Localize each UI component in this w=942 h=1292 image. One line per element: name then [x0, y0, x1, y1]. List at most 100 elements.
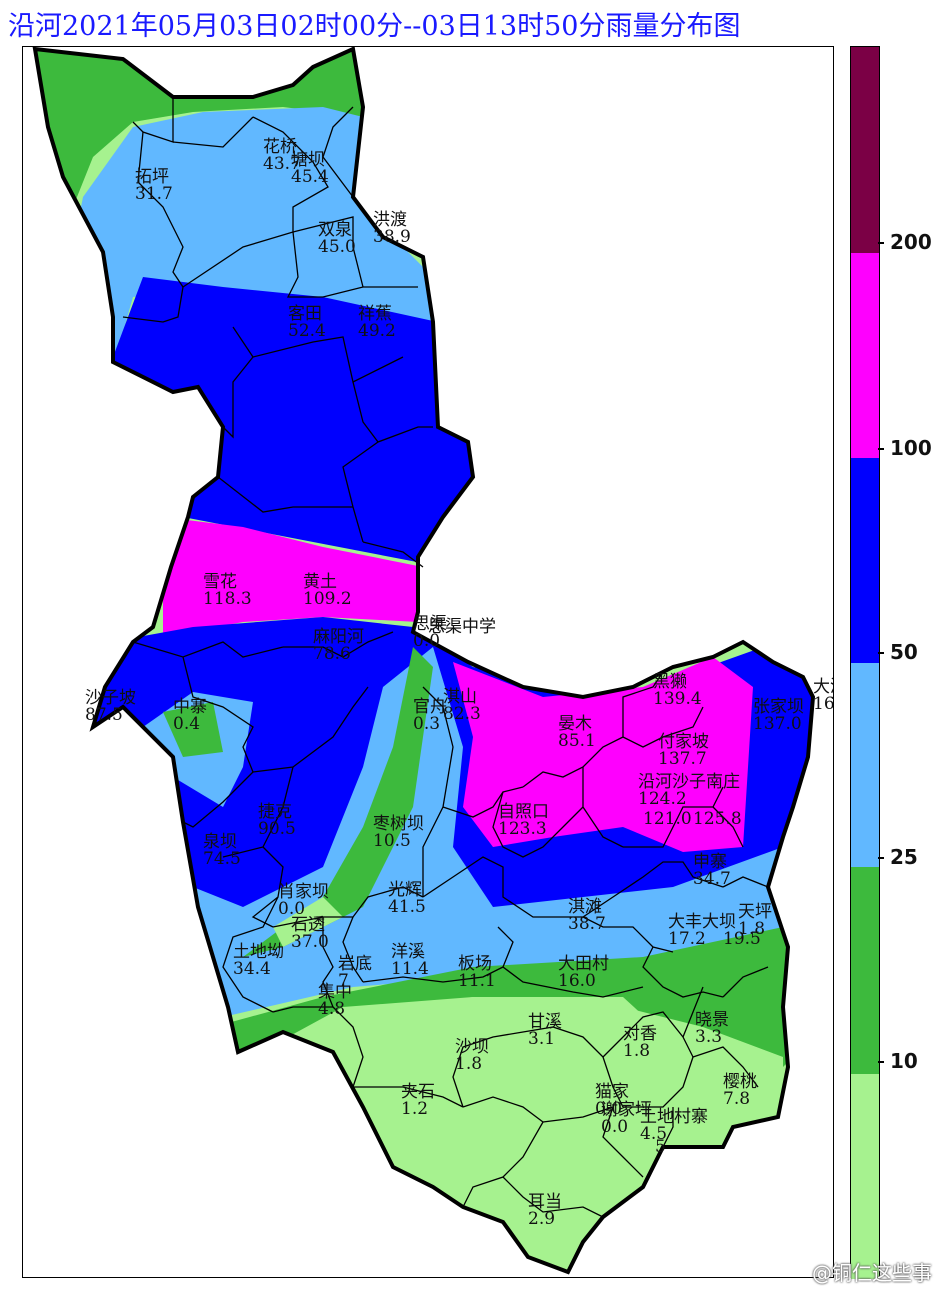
station-name: 思渠 [413, 614, 447, 634]
station-name: 拓坪 [135, 167, 169, 187]
station-name: 黑獭 [653, 672, 687, 692]
legend-tick [878, 857, 884, 859]
station-value: 1.8 [623, 1041, 650, 1061]
station-name: 晓景 [695, 1010, 729, 1030]
station-name: 甘溪 [528, 1012, 562, 1032]
station-label: 樱桃7.8 [723, 1072, 757, 1109]
station-value: 0.0 [601, 1117, 628, 1137]
station-value: 43.7 [263, 154, 301, 174]
station-label: 耳当2.9 [528, 1192, 562, 1229]
station-value: 0.3 [413, 714, 440, 734]
legend-label: 25 [890, 845, 918, 869]
station-value: 45.4 [291, 167, 329, 187]
station-name: 淇山 [443, 687, 477, 707]
station-label: 中寨0.4 [173, 697, 207, 734]
station-value: 49.2 [358, 321, 396, 341]
station-name: 客田 [288, 304, 322, 324]
rain-zone-green-band [213, 927, 803, 1107]
station-value: 137.0 [753, 714, 802, 734]
station-value: 124.2 [638, 789, 687, 809]
station-name: 沙坝 [455, 1037, 489, 1057]
station-value: 3.3 [695, 1027, 722, 1047]
station-value: 137.7 [658, 749, 707, 769]
station-value: 4.5 [640, 1124, 667, 1144]
station-name: 洪渡 [373, 210, 407, 230]
station-value: 3.1 [528, 1029, 555, 1049]
station-value: 0.4 [173, 714, 200, 734]
station-value: 2.9 [528, 1209, 555, 1229]
station-value: 19.5 [723, 929, 761, 949]
station-name: 思渠中学 [428, 617, 496, 637]
station-name: 官舟 [413, 697, 447, 717]
station-value: 34.4 [233, 959, 271, 979]
station-label: 天坪1.8 [738, 902, 772, 939]
legend-label: 100 [890, 436, 932, 460]
legend-tick [878, 652, 884, 654]
legend-tick [878, 448, 884, 450]
station-value: 1.8 [455, 1054, 482, 1074]
station-name: 双泉 [318, 220, 352, 240]
station-name: 谢家坪 [601, 1100, 652, 1120]
station-value: 17.2 [668, 929, 706, 949]
station-name: 麻阳河 [313, 627, 364, 647]
station-value: 118.3 [203, 589, 252, 609]
station-name: 雪花 [203, 572, 237, 592]
station-name: 黄土 [303, 572, 337, 592]
station-value: 38.7 [568, 914, 606, 934]
station-label: 晓景3.3 [695, 1010, 729, 1047]
station-name: 中寨 [173, 697, 207, 717]
station-value: 139.4 [653, 689, 702, 709]
station-name: 光辉 [388, 880, 422, 900]
station-value: 87.5 [85, 705, 123, 725]
station-value: 52.4 [288, 321, 326, 341]
station-name: 枣树坝 [373, 814, 424, 834]
station-name: 对香 [623, 1024, 657, 1044]
station-name: 肖家坝 [278, 882, 329, 902]
station-value: 5 [655, 1137, 666, 1157]
station-label: 夹石1.2 [401, 1082, 435, 1119]
legend-band [851, 47, 879, 253]
station-name: 泉坝 [203, 832, 237, 852]
station-name: 夹石 [401, 1082, 435, 1102]
station-value: 90.5 [258, 819, 296, 839]
rain-zone-lightblue-mid [193, 647, 793, 1017]
station-value: 123.3 [498, 819, 547, 839]
station-name: 大溪 [813, 677, 834, 697]
station-name: 板场 [458, 954, 492, 974]
station-name: 土地坳 [233, 942, 284, 962]
station-name: 张家坝 [753, 697, 804, 717]
station-value: 41.5 [388, 897, 426, 917]
station-name: 申寨 [693, 852, 727, 872]
station-value: 7 [338, 971, 349, 991]
station-value: 1.8 [738, 919, 765, 939]
station-label: 猫家0.0 [595, 1082, 629, 1119]
station-name: 晏木 [558, 714, 592, 734]
map-title: 沿河2021年05月03日02时00分--03日13时50分雨量分布图 [8, 11, 741, 42]
station-name: 大丰大坝 [668, 912, 736, 932]
station-name: 自照口 [498, 802, 549, 822]
rain-zone-blue-main [113, 277, 493, 567]
station-value: 34.7 [693, 869, 731, 889]
rain-zone-lightgreen-pocket [273, 897, 343, 947]
legend-band [851, 1074, 879, 1279]
station-label: 125.8 [693, 809, 742, 829]
station-name: 付家坡 [658, 732, 709, 752]
station-label: 思渠中学 [428, 617, 496, 637]
